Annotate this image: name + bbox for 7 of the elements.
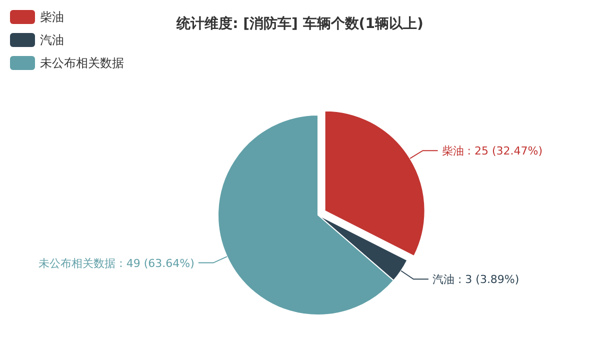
chart-title: 统计维度: [消防车] 车辆个数(1辆以上)	[176, 15, 424, 32]
category-label: 未公布相关数据 : 49 (63.64%)	[38, 256, 194, 270]
category-label: 汽油 : 3 (3.89%)	[432, 273, 520, 286]
category-label: 柴油 : 25 (32.47%)	[442, 144, 543, 158]
legend-label: 柴油	[40, 10, 64, 24]
legend-label: 未公布相关数据	[40, 56, 124, 70]
legend-label: 汽油	[40, 33, 64, 47]
